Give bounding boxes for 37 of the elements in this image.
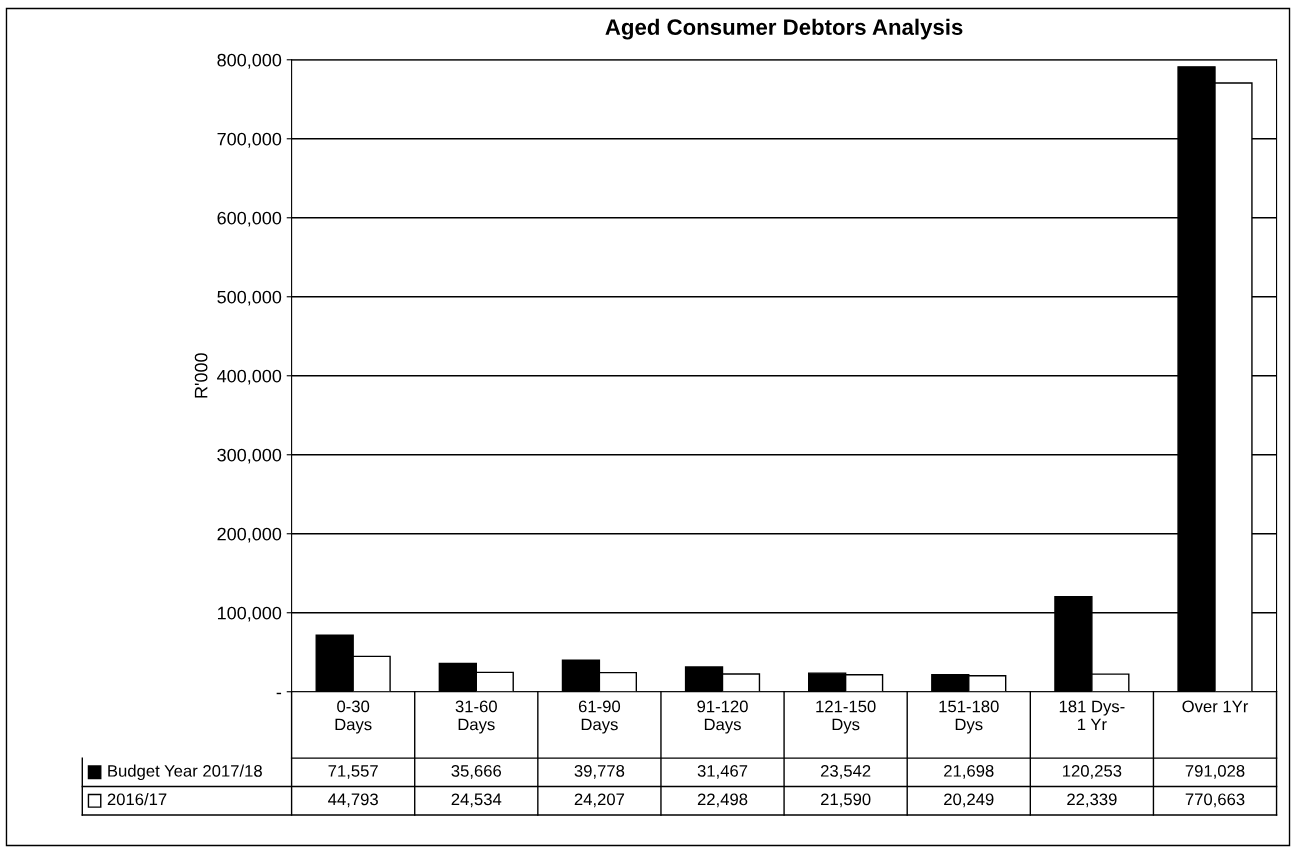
y-tick-label: 100,000	[217, 606, 282, 622]
y-tick-label: 300,000	[217, 448, 282, 464]
x-tick-label: Over 1Yr	[1182, 700, 1249, 713]
data-label: 24,207	[574, 793, 625, 808]
y-tick-label: 600,000	[217, 211, 282, 227]
x-tick-label: 181 Dys- 1 Yr	[1059, 700, 1125, 731]
y-tick-label: 700,000	[217, 132, 282, 148]
data-label: 20,249	[944, 793, 994, 808]
x-tick-label: 31-60 Days	[455, 700, 497, 734]
y-tick-label: 200,000	[217, 527, 282, 543]
legend-label: 2016/17	[107, 792, 167, 806]
data-label: 35,666	[451, 764, 502, 779]
data-label: 22,498	[697, 793, 748, 808]
x-tick-label: 91-120 Days	[697, 700, 748, 734]
y-tick-label: -	[276, 692, 282, 695]
data-label: 770,663	[1185, 793, 1245, 808]
data-label: 44,793	[328, 793, 378, 808]
x-tick-label: 0-30 Days	[335, 700, 372, 734]
data-label: 21,698	[944, 764, 994, 779]
data-label: 120,253	[1063, 764, 1122, 779]
data-label: 791,028	[1185, 764, 1245, 779]
x-tick-label: 61-90 Days	[578, 700, 621, 734]
y-axis-title: R'000	[194, 353, 208, 398]
data-label: 22,339	[1067, 793, 1117, 808]
data-label: 23,542	[820, 764, 871, 779]
y-tick-label: 500,000	[217, 290, 282, 306]
x-tick-label: 121-150 Dys	[816, 700, 876, 734]
chart-title: Aged Consumer Debtors Analysis	[605, 18, 963, 40]
data-label: 31,467	[697, 764, 748, 779]
data-label: 21,590	[820, 793, 871, 808]
data-label: 24,534	[451, 793, 502, 808]
y-tick-label: 800,000	[217, 53, 282, 69]
legend-label: Budget Year 2017/18	[108, 764, 262, 781]
data-label: 39,778	[574, 764, 625, 779]
x-tick-label: 151-180 Dys	[939, 700, 999, 734]
data-label: 71,557	[328, 765, 378, 779]
y-tick-label: 400,000	[217, 369, 282, 385]
